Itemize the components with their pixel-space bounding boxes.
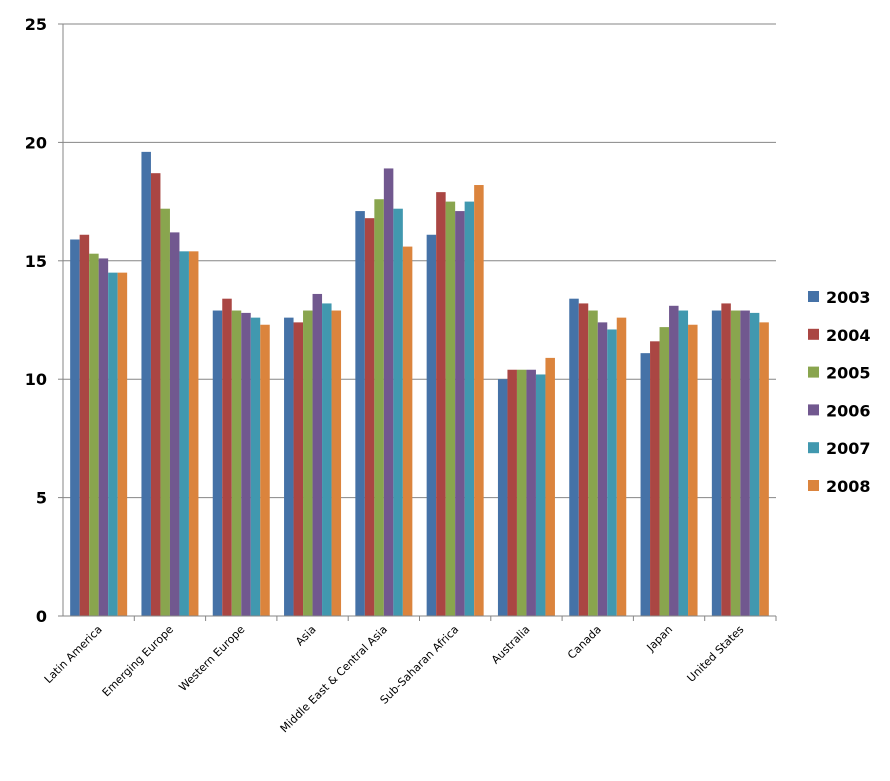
bar-2003 <box>355 211 365 616</box>
bar-2007 <box>749 312 760 616</box>
bar-2008 <box>402 246 413 617</box>
bar-2004 <box>507 369 517 616</box>
bar-2006 <box>455 211 465 616</box>
legend-item: 2003 <box>808 288 871 307</box>
bar-2006 <box>98 258 109 616</box>
bar-2003 <box>141 151 151 616</box>
bar-2005 <box>730 310 741 616</box>
bar-2003 <box>70 239 80 616</box>
legend-item: 2005 <box>808 364 871 383</box>
bar-2008 <box>260 324 270 616</box>
legend-label: 2007 <box>826 439 871 458</box>
bar-2004 <box>222 298 232 616</box>
bar-2005 <box>659 327 670 616</box>
bar-2008 <box>759 322 769 616</box>
bar-2006 <box>740 310 750 616</box>
bar-2008 <box>688 324 698 616</box>
legend-label: 2008 <box>826 477 871 496</box>
bar-2008 <box>616 317 627 616</box>
bar-2003 <box>426 234 437 616</box>
bar-2006 <box>312 293 323 616</box>
bar-2007 <box>322 303 332 616</box>
bar-2006 <box>526 369 536 616</box>
bar-2006 <box>169 232 180 616</box>
legend-swatch <box>808 404 819 416</box>
bar-2005 <box>374 199 384 616</box>
bar-2004 <box>578 303 589 616</box>
y-tick-label: 5 <box>36 489 47 508</box>
bar-2003 <box>569 298 579 616</box>
bar-2005 <box>588 310 598 616</box>
y-tick-label: 0 <box>36 607 47 626</box>
bar-2007 <box>607 329 617 616</box>
legend: 2003 2004 2005 2006 2007 2008 <box>808 288 871 496</box>
x-tick-label: Australia <box>489 623 533 667</box>
x-tick-label: United States <box>685 623 747 685</box>
legend-item: 2008 <box>808 477 871 496</box>
bar-2003 <box>284 317 294 616</box>
bar-2005 <box>303 310 313 616</box>
bar-2005 <box>89 253 99 617</box>
bar-2008 <box>188 251 199 616</box>
legend-label: 2005 <box>826 364 871 383</box>
x-tick-label: Canada <box>565 623 604 662</box>
bar-2007 <box>179 251 189 616</box>
bar-2007 <box>250 317 261 616</box>
x-tick-label: Latin America <box>42 623 105 686</box>
legend-label: 2006 <box>826 401 871 420</box>
y-tick-label: 10 <box>25 370 47 389</box>
bar-2003 <box>497 379 508 616</box>
bars <box>70 151 769 617</box>
y-axis-ticks: 0 5 10 15 20 25 <box>25 15 47 626</box>
bar-2006 <box>241 312 251 616</box>
legend-swatch <box>808 442 819 454</box>
y-tick-label: 15 <box>25 252 47 271</box>
bar-2006 <box>383 168 394 616</box>
bar-2008 <box>545 357 555 616</box>
legend-swatch <box>808 328 819 340</box>
bar-2004 <box>436 192 446 617</box>
bar-2005 <box>231 310 242 616</box>
bar-2003 <box>212 310 223 616</box>
y-tick-label: 20 <box>25 133 47 152</box>
bar-2004 <box>721 303 731 616</box>
x-tick-label: Emerging Europe <box>100 623 176 699</box>
bar-2005 <box>516 369 527 616</box>
bar-2004 <box>293 322 304 616</box>
bar-2005 <box>445 201 456 616</box>
x-tick-label: Western Europe <box>176 623 247 694</box>
bar-2004 <box>364 218 375 616</box>
bar-2008 <box>331 310 342 616</box>
x-tick-label: Asia <box>293 623 319 649</box>
bar-2006 <box>669 305 679 616</box>
legend-swatch <box>808 291 819 302</box>
bar-2004 <box>79 234 90 616</box>
bar-2008 <box>117 272 128 616</box>
bar-2008 <box>474 185 484 617</box>
bar-2007 <box>393 208 403 617</box>
bar-2007 <box>678 310 689 616</box>
legend-item: 2006 <box>808 401 871 420</box>
legend-label: 2003 <box>826 288 871 307</box>
axes <box>58 23 777 621</box>
x-tick-label: Sub-Saharan Africa <box>378 623 462 707</box>
legend-swatch <box>808 480 819 491</box>
legend-item: 2007 <box>808 439 871 458</box>
bar-2007 <box>535 374 546 616</box>
x-tick-label: Japan <box>644 623 676 655</box>
bar-2006 <box>597 322 608 616</box>
bar-2007 <box>464 201 475 616</box>
bar-2005 <box>160 208 170 617</box>
bar-2004 <box>150 173 161 616</box>
bar-2003 <box>711 310 722 616</box>
y-tick-label: 25 <box>25 15 47 34</box>
legend-item: 2004 <box>808 326 871 345</box>
bar-2007 <box>108 272 118 616</box>
bar-2003 <box>640 353 651 616</box>
legend-label: 2004 <box>826 326 871 345</box>
legend-swatch <box>808 366 819 378</box>
bar-2004 <box>650 341 660 616</box>
